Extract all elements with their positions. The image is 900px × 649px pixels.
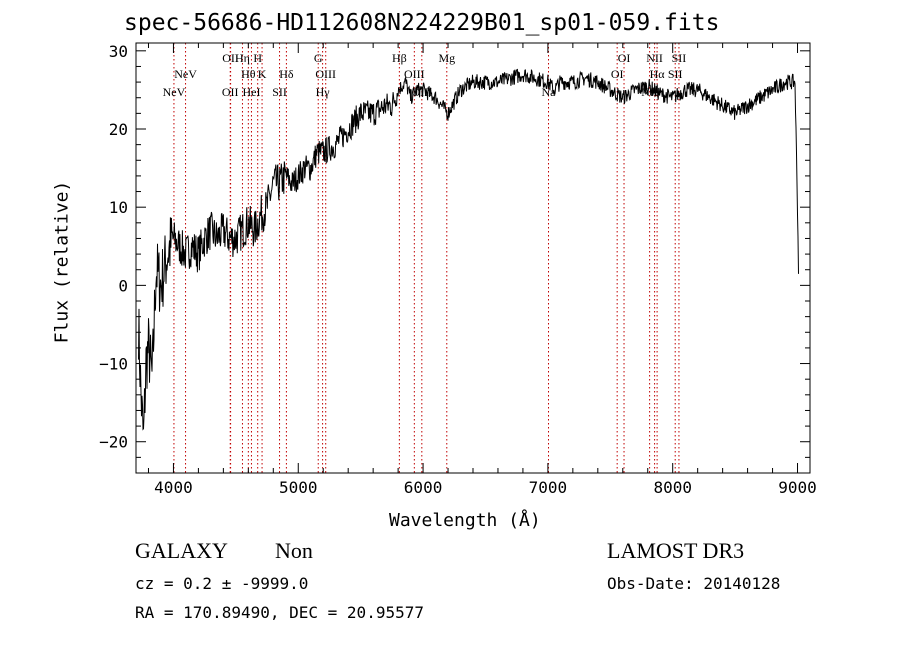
line-label-6: HeI — [242, 85, 260, 99]
axis-ticks: 4000 5000 6000 7000 8000 9000 −20 −10 0 10 20 30 — [99, 42, 817, 497]
line-label-21: NII — [641, 85, 658, 99]
line-label-1: NeV — [174, 67, 197, 81]
x-tick-label: 9000 — [778, 478, 817, 497]
line-label-15: OIII — [404, 67, 425, 81]
line-label-0: NeV — [163, 85, 186, 99]
line-label-9: SII — [272, 85, 287, 99]
x-tick-label: 5000 — [279, 478, 318, 497]
x-tick-label: 4000 — [154, 478, 193, 497]
chart-title: spec-56686-HD112608N224229B01_sp01-059.f… — [124, 10, 720, 36]
spectral-line-markers — [173, 43, 680, 473]
line-label-23: Hα — [650, 67, 666, 81]
observation-date: Obs-Date: 20140128 — [607, 574, 781, 593]
line-label-22: NII — [646, 51, 663, 65]
x-tick-label: 8000 — [653, 478, 692, 497]
line-label-8: K — [258, 67, 267, 81]
object-class: GALAXY — [135, 538, 228, 563]
line-label-7: H — [253, 51, 262, 65]
line-label-20: OI — [618, 51, 631, 65]
y-tick-label: 10 — [109, 198, 128, 217]
y-axis-label: Flux (relative) — [51, 180, 73, 344]
flux-series-line — [138, 68, 799, 431]
object-subclass: Non — [275, 538, 313, 563]
line-label-18: Na — [542, 85, 557, 99]
x-tick-label: 7000 — [529, 478, 568, 497]
plot-frame — [135, 42, 811, 474]
line-label-5: Hθ — [241, 67, 256, 81]
y-tick-label: 20 — [109, 120, 128, 139]
spectral-line-labels: NeVNeVOIIOIIHηHθHeIHKSIIHδGHγOIIIHβOIIIO… — [163, 51, 687, 99]
x-axis-label: Wavelength (Å) — [389, 510, 541, 531]
line-label-11: G — [314, 51, 323, 65]
line-label-4: Hη — [235, 51, 250, 65]
line-label-3: OII — [222, 51, 239, 65]
x-tick-label: 6000 — [404, 478, 443, 497]
line-label-2: OII — [222, 85, 239, 99]
y-tick-label: 30 — [109, 42, 128, 61]
line-label-10: Hδ — [279, 67, 294, 81]
line-label-16: OIII — [411, 85, 432, 99]
survey-name: LAMOST DR3 — [607, 538, 745, 563]
line-label-12: Hγ — [316, 85, 331, 99]
line-label-19: OI — [611, 67, 624, 81]
redshift-info: cz = 0.2 ± -9999.0 — [135, 574, 309, 593]
y-tick-label: −20 — [99, 433, 128, 452]
line-label-25: SII — [672, 51, 687, 65]
line-label-13: OIII — [315, 67, 336, 81]
coordinates-info: RA = 170.89490, DEC = 20.95577 — [135, 603, 424, 622]
line-label-17: Mg — [438, 51, 455, 65]
y-tick-label: 0 — [118, 276, 128, 295]
line-label-14: Hβ — [392, 51, 407, 65]
y-tick-label: −10 — [99, 355, 128, 374]
line-label-24: SII — [668, 67, 683, 81]
